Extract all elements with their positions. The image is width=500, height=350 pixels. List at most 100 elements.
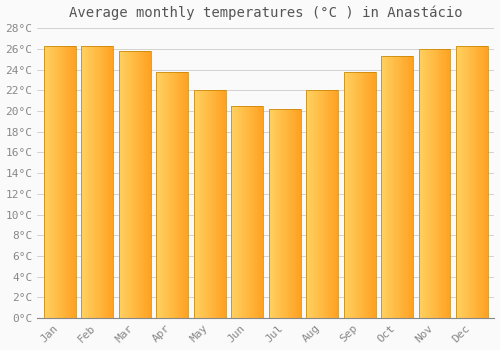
Bar [106,46,107,318]
Bar [322,90,324,318]
Bar [486,46,488,318]
Bar [374,72,376,318]
Bar [434,49,436,318]
Bar [146,51,148,318]
Bar [433,49,434,318]
Bar [202,90,203,318]
Bar [197,90,198,318]
Bar [360,72,361,318]
Bar [410,56,412,318]
Bar [328,90,330,318]
Bar [314,90,316,318]
Bar [262,106,263,318]
Bar [288,109,290,318]
Bar [88,46,90,318]
Bar [170,72,172,318]
Bar [250,106,252,318]
Bar [144,51,146,318]
Bar [130,51,132,318]
Bar [356,72,358,318]
Bar [436,49,438,318]
Bar [462,46,464,318]
Bar [348,72,350,318]
Bar [71,46,72,318]
Bar [48,46,50,318]
Bar [476,46,478,318]
Bar [444,49,446,318]
Bar [56,46,58,318]
Bar [218,90,220,318]
Bar [172,72,174,318]
Bar [394,56,396,318]
Bar [299,109,300,318]
Bar [402,56,404,318]
Bar [108,46,110,318]
Bar [280,109,281,318]
Bar [461,46,462,318]
Bar [320,90,322,318]
Bar [119,51,150,318]
Bar [236,106,238,318]
Bar [122,51,124,318]
Bar [425,49,426,318]
Bar [212,90,213,318]
Bar [244,106,246,318]
Bar [220,90,221,318]
Bar [312,90,314,318]
Bar [177,72,178,318]
Bar [52,46,54,318]
Bar [196,90,197,318]
Bar [484,46,486,318]
Bar [234,106,236,318]
Bar [306,90,308,318]
Bar [390,56,392,318]
Bar [58,46,60,318]
Bar [336,90,338,318]
Bar [46,46,47,318]
Bar [185,72,186,318]
Bar [397,56,398,318]
Bar [148,51,149,318]
Bar [398,56,400,318]
Bar [327,90,328,318]
Bar [247,106,249,318]
Bar [418,49,420,318]
Bar [107,46,108,318]
Bar [257,106,258,318]
Bar [275,109,276,318]
Bar [124,51,126,318]
Bar [381,56,382,318]
Bar [169,72,170,318]
Bar [334,90,335,318]
Bar [268,109,270,318]
Bar [298,109,299,318]
Bar [174,72,176,318]
Bar [205,90,206,318]
Bar [382,56,384,318]
Bar [70,46,71,318]
Bar [86,46,88,318]
Bar [246,106,247,318]
Bar [449,49,450,318]
Bar [47,46,48,318]
Bar [208,90,210,318]
Bar [344,72,376,318]
Bar [96,46,98,318]
Bar [404,56,405,318]
Bar [132,51,133,318]
Bar [408,56,410,318]
Bar [54,46,55,318]
Bar [464,46,466,318]
Bar [136,51,138,318]
Bar [276,109,278,318]
Bar [346,72,347,318]
Bar [60,46,62,318]
Bar [258,106,260,318]
Bar [210,90,212,318]
Bar [84,46,86,318]
Bar [44,46,46,318]
Bar [166,72,168,318]
Bar [432,49,433,318]
Bar [182,72,184,318]
Bar [369,72,370,318]
